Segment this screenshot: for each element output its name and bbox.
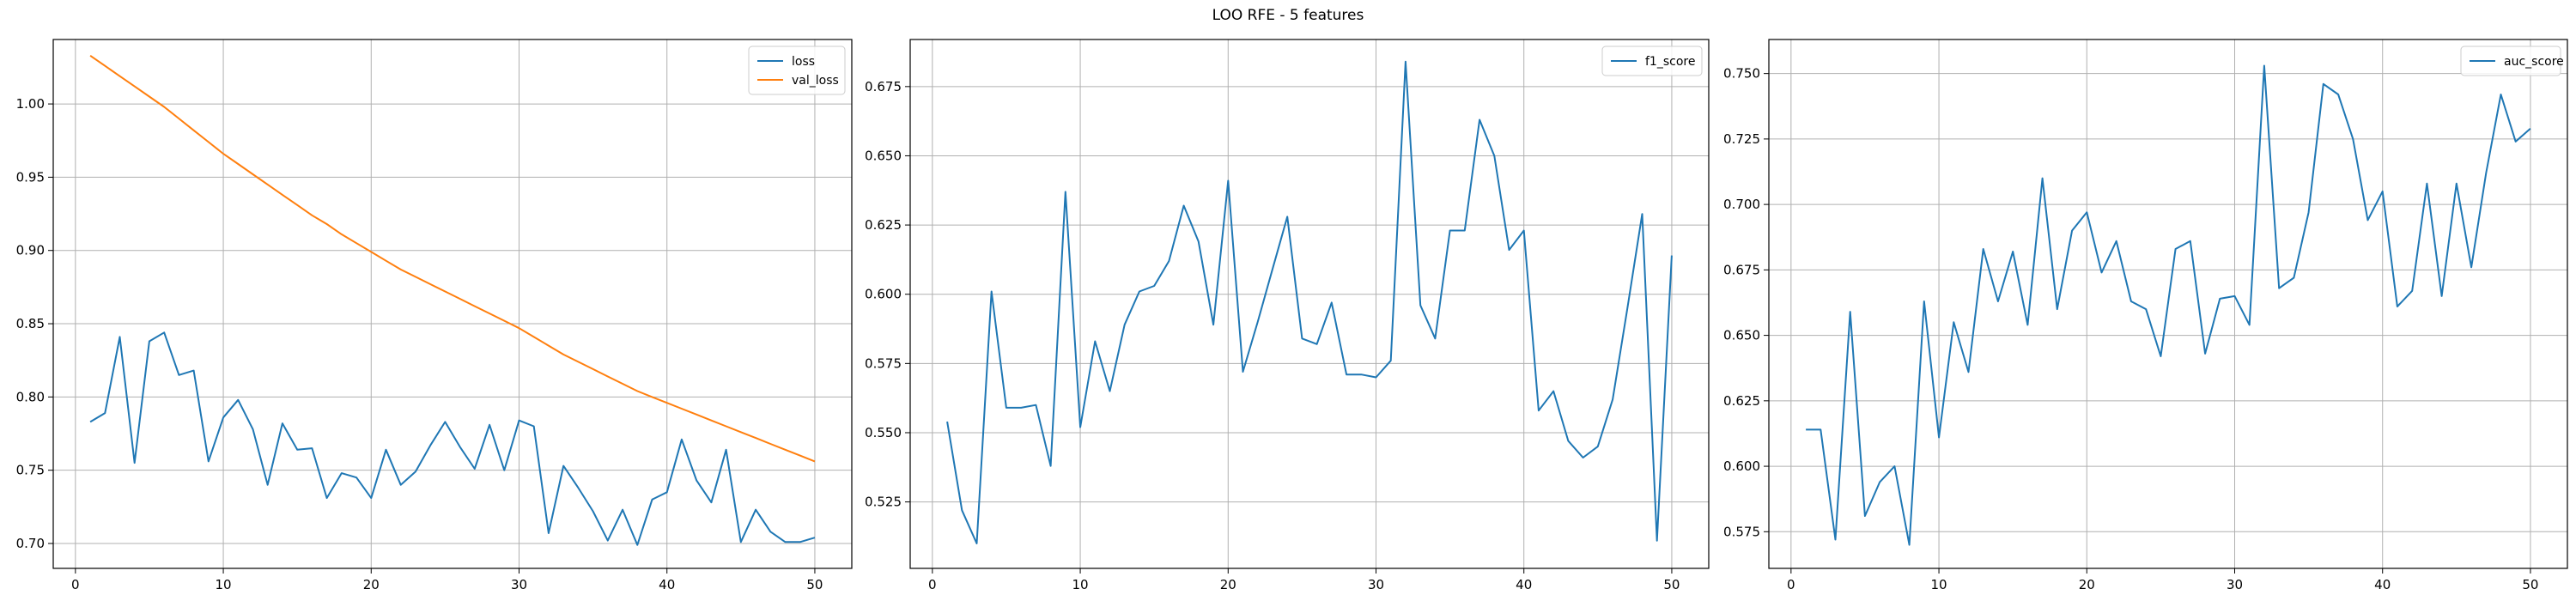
y-tick-label: 0.625 (865, 217, 902, 233)
x-tick-label: 50 (2522, 577, 2538, 592)
x-tick-label: 40 (659, 577, 675, 592)
x-tick-label: 20 (363, 577, 380, 592)
x-tick-label: 0 (1787, 577, 1795, 592)
legend: f1_score (1601, 46, 1703, 76)
y-tick-label: 0.725 (1723, 131, 1760, 147)
chart-panel-2: 0 10 20 30 40 50 0.525 0.550 0.575 0.600 0.625 0.65… (865, 39, 1710, 592)
x-tick-label: 40 (2374, 577, 2391, 592)
x-tick-label: 0 (71, 577, 80, 592)
series-line-loss (89, 331, 816, 546)
y-tick-label: 0.650 (865, 148, 902, 163)
legend-label-val_loss: val_loss (792, 74, 839, 88)
y-tick-label: 0.525 (865, 495, 902, 510)
y-tick-label: 0.650 (1723, 328, 1760, 343)
x-tick-label: 40 (1516, 577, 1532, 592)
y-tick-label: 0.600 (865, 287, 902, 302)
series-line-auc_score (1806, 64, 2531, 546)
x-tick-label: 30 (511, 577, 527, 592)
chart-panel-3: 0 10 20 30 40 50 0.575 0.600 0.625 0.650 0.675 0.70… (1723, 39, 2568, 592)
y-tick-label: 0.575 (1723, 524, 1760, 539)
axes-frame (1768, 39, 2568, 569)
legend-label-f1_score: f1_score (1645, 55, 1695, 69)
y-tick-label: 0.80 (16, 389, 45, 404)
series-line-f1_score (946, 60, 1673, 544)
x-tick-label: 30 (2227, 577, 2243, 592)
y-tick-label: 0.75 (16, 463, 45, 478)
y-tick-label: 0.675 (1723, 262, 1760, 277)
axes-frame (909, 39, 1710, 569)
series-line-val_loss (89, 54, 816, 463)
legend: auc_score (2460, 46, 2564, 76)
x-tick-label: 0 (928, 577, 937, 592)
legend-box (1601, 46, 1703, 76)
legend-label-auc_score: auc_score (2504, 55, 2564, 69)
legend-box (2460, 46, 2561, 76)
y-tick-label: 0.95 (16, 169, 45, 185)
x-tick-label: 50 (806, 577, 823, 592)
y-tick-label: 0.700 (1723, 197, 1760, 212)
x-tick-label: 50 (1663, 577, 1680, 592)
figure-title: LOO RFE - 5 features (1212, 7, 1364, 24)
chart-panel-1: 0 10 20 30 40 50 0.70 0.75 0.80 0.85 0.90 0.95 1.00 l… (16, 39, 853, 592)
x-tick-label: 10 (1072, 577, 1089, 592)
y-tick-label: 0.90 (16, 243, 45, 258)
y-tick-label: 0.625 (1723, 393, 1760, 409)
legend-box (748, 46, 846, 95)
x-tick-label: 30 (1368, 577, 1384, 592)
legend-label-loss: loss (792, 55, 815, 69)
y-tick-label: 0.85 (16, 316, 45, 331)
x-tick-label: 20 (2079, 577, 2095, 592)
x-tick-label: 10 (1931, 577, 1947, 592)
x-tick-label: 10 (216, 577, 232, 592)
y-tick-label: 0.600 (1723, 458, 1760, 474)
axes-frame (52, 39, 853, 569)
y-tick-label: 0.675 (865, 79, 902, 94)
y-tick-label: 0.550 (865, 425, 902, 440)
y-tick-label: 0.750 (1723, 66, 1760, 82)
y-tick-label: 0.70 (16, 536, 45, 551)
legend: loss val_loss (748, 46, 846, 95)
y-tick-label: 0.575 (865, 355, 902, 371)
y-tick-label: 1.00 (16, 96, 45, 112)
x-tick-label: 20 (1220, 577, 1236, 592)
